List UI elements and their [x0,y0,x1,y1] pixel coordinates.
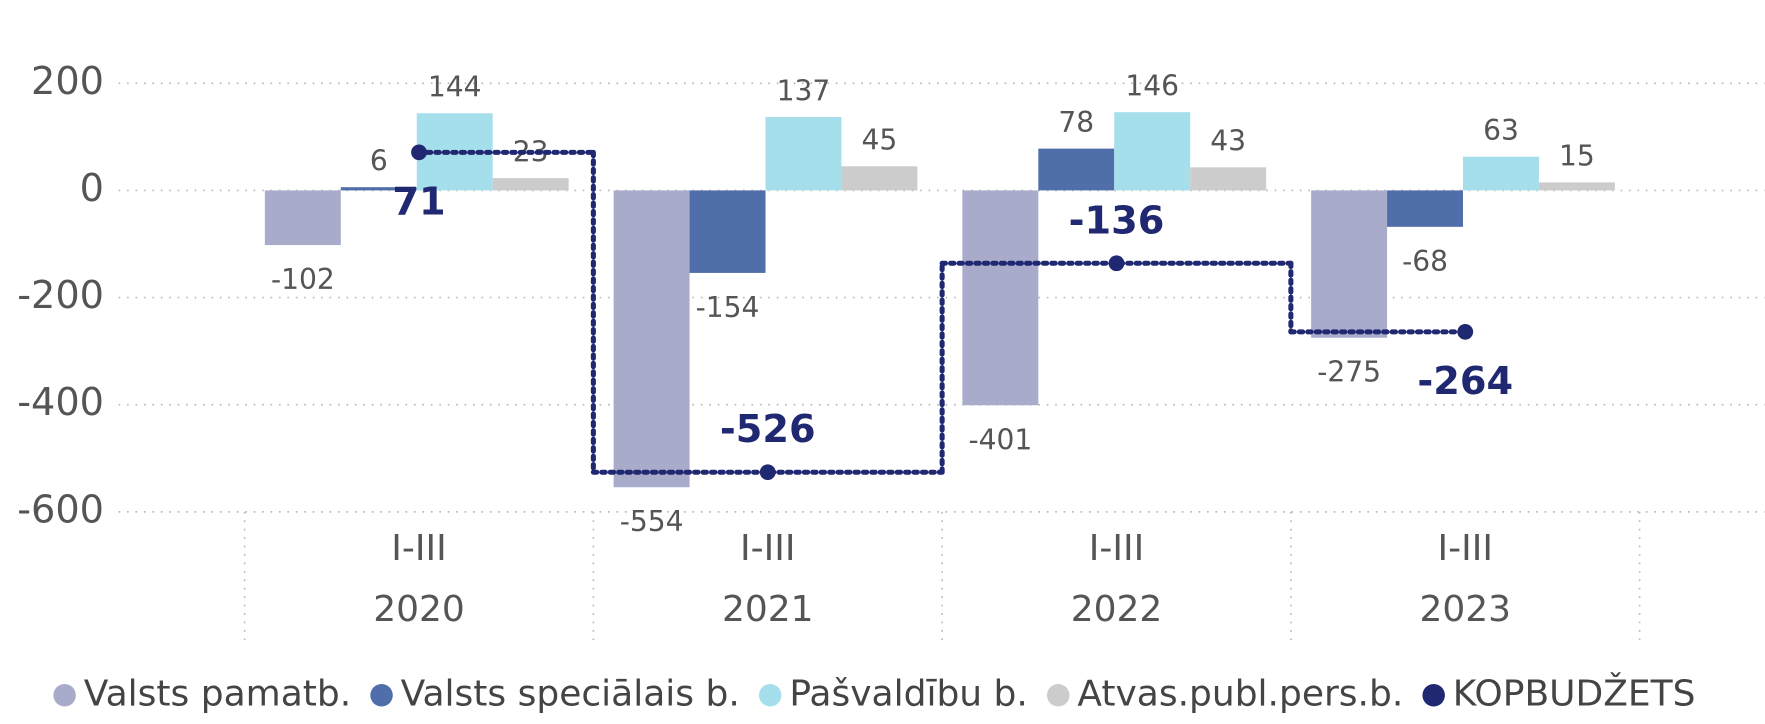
bar [765,117,842,191]
x-tick-label: I-III [1089,528,1144,569]
bar [1190,167,1267,191]
data-label: -401 [968,423,1032,456]
bar [841,166,918,191]
bar [1538,182,1615,191]
legend-label: KOPBUDŽETS [1453,672,1696,714]
data-label: -68 [1402,245,1448,278]
data-label: 45 [862,124,898,157]
data-label: 146 [1125,69,1179,102]
legend-marker [53,684,76,707]
total-label: -136 [1069,198,1165,243]
legend-label: Valsts pamatb. [84,673,351,714]
data-label: 144 [428,71,482,104]
legend-marker [1422,684,1445,707]
data-label: 63 [1483,114,1519,147]
y-tick-label: -600 [17,487,104,532]
bar [1311,190,1388,338]
x-tick-label: I-III [391,528,446,569]
bar [613,190,690,488]
bar [1114,112,1191,191]
step-marker [1108,255,1125,272]
total-label: -526 [720,407,816,452]
data-label: 78 [1058,106,1094,139]
x-tick-label: 2022 [1071,589,1163,630]
total-label: 71 [392,180,445,225]
step-marker [759,464,776,481]
legend-marker [1046,684,1070,707]
bar [1387,190,1463,227]
x-tick-label: 2023 [1419,589,1511,630]
legend-label: Valsts speciālais b. [401,673,740,714]
step-marker [411,144,427,161]
x-tick-label: I-III [1438,528,1493,569]
legend-label: Pašvaldību b. [789,673,1028,714]
bar [492,178,569,191]
x-tick-label: I-III [740,528,795,569]
y-tick-label: -200 [17,273,104,318]
data-label: 15 [1559,140,1595,173]
y-tick-label: 200 [31,59,104,104]
bar [689,190,766,273]
legend-marker [370,684,393,707]
data-label: -154 [696,291,760,324]
total-label: -264 [1417,359,1513,404]
bar [962,190,1039,406]
x-tick-label: 2021 [722,589,814,630]
bar [264,190,341,246]
data-label: 43 [1210,125,1246,158]
data-label: 137 [777,74,831,107]
data-label: -554 [620,505,684,538]
x-tick-label: 2020 [373,589,465,630]
step-marker [1457,323,1474,340]
legend-marker [758,684,782,707]
bar [1038,148,1115,191]
data-label: 6 [370,144,388,177]
y-tick-label: -400 [17,380,104,425]
data-label: -275 [1317,356,1381,389]
legend-label: Atvas.publ.pers.b. [1077,673,1403,714]
bar [1463,156,1539,191]
data-label: -102 [271,263,335,296]
y-tick-label: 0 [80,166,104,211]
bar [340,187,417,191]
